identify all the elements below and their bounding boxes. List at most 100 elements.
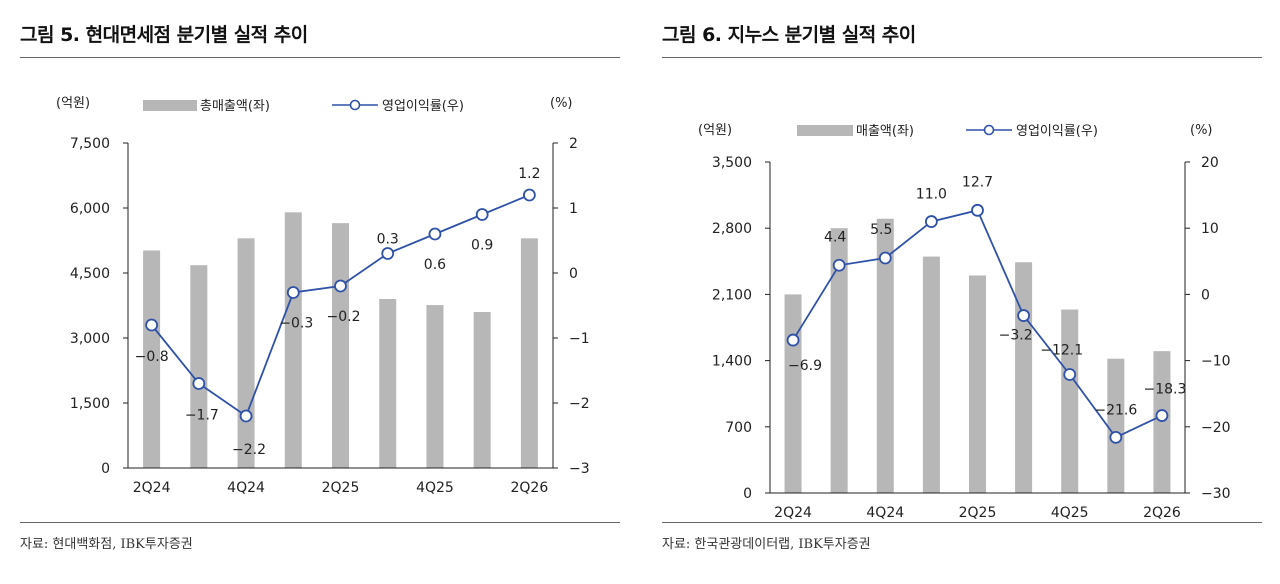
y-right-tick: 20: [1201, 155, 1219, 171]
line-point: [192, 377, 206, 390]
source-note: 자료: 한국관광데이터랩, IBK투자증권: [662, 537, 871, 552]
source-rule: [662, 522, 1262, 523]
data-label: 0.6: [424, 257, 446, 273]
data-label: 5.5: [870, 222, 892, 238]
line-point: [1017, 309, 1031, 322]
x-tick: 4Q24: [866, 505, 904, 521]
x-tick: 2Q25: [959, 505, 997, 521]
y-right-tick: 0: [1201, 287, 1210, 303]
y-right-tick: 10: [1201, 221, 1219, 237]
figure-title: 그림 6. 지누스 분기별 실적 추이: [662, 24, 916, 46]
x-tick: 4Q25: [1051, 505, 1089, 521]
legend-bar-swatch: [797, 125, 853, 136]
legend-marker: [983, 124, 995, 136]
title-rule: [662, 57, 1262, 58]
y-left-unit: (억원): [56, 96, 90, 111]
data-label: −0.2: [327, 309, 361, 325]
line-point: [1063, 368, 1077, 381]
line-point: [522, 188, 536, 202]
data-label: −3.2: [999, 328, 1033, 344]
bar: [237, 238, 255, 468]
data-label: −18.3: [1143, 382, 1186, 398]
bar: [332, 223, 349, 468]
y-right-tick: −3: [569, 461, 590, 477]
chart-panel-hyundai-duty-free: 그림 5. 현대면세점 분기별 실적 추이 (억원) (%) 총매출액(좌) 영…: [20, 0, 640, 584]
y-right-unit: (%): [1190, 123, 1213, 138]
combo-chart: (억원) (%) 매출액(좌) 영업이익률(우) −6.9 4.4 5.5 11.0 1…: [698, 123, 1231, 521]
data-label: 11.0: [916, 187, 947, 203]
y-left-tick: 2,100: [712, 287, 752, 303]
bar: [520, 238, 538, 468]
line-point: [145, 318, 159, 332]
x-tick: 4Q24: [227, 480, 265, 496]
data-label: −21.6: [1094, 402, 1137, 418]
data-label: 4.4: [824, 229, 846, 245]
bar: [1061, 309, 1079, 493]
data-label: 0.3: [377, 232, 399, 248]
bar: [284, 212, 302, 468]
source-note: 자료: 현대백화점, IBK투자증권: [20, 537, 193, 552]
x-tick: 2Q26: [511, 480, 549, 496]
y-left-tick: 7,500: [70, 136, 110, 152]
y-right-tick: −20: [1201, 420, 1231, 436]
bar: [1015, 262, 1033, 493]
bar: [969, 275, 986, 493]
line-point: [428, 227, 442, 241]
bar: [830, 228, 848, 493]
line-point: [832, 258, 846, 272]
bar: [426, 305, 444, 468]
y-left-tick: 0: [101, 461, 110, 477]
bar: [143, 250, 161, 468]
data-label: −1.7: [185, 408, 219, 424]
bar: [1107, 358, 1125, 493]
plot-area: −6.9 4.4 5.5 11.0 12.7 −3.2 −12.1 −21.6 −18.3: [765, 161, 1190, 494]
x-tick: 2Q26: [1143, 505, 1181, 521]
legend-bar-swatch: [143, 100, 197, 111]
data-label: 0.9: [471, 238, 493, 254]
y-right-unit: (%): [550, 96, 573, 111]
y-left-tick: 3,000: [70, 331, 110, 347]
source-rule: [20, 522, 620, 523]
line-point: [1109, 430, 1123, 444]
y-right-tick: −30: [1201, 486, 1231, 502]
y-left-tick: 2,800: [712, 221, 752, 237]
line-point: [475, 208, 489, 221]
x-tick: 2Q25: [322, 480, 360, 496]
data-label: −6.9: [788, 358, 822, 374]
y-right-tick: 0: [569, 266, 578, 282]
x-tick: 4Q25: [416, 480, 454, 496]
line-point: [971, 203, 984, 217]
bar: [922, 256, 940, 493]
legend-bar-label: 총매출액(좌): [200, 99, 270, 114]
bar: [190, 265, 208, 468]
data-label: −0.3: [279, 316, 313, 332]
combo-chart: (억원) (%) 총매출액(좌) 영업이익률(우) −0.8 −1.7 −2.2 −0…: [56, 96, 590, 496]
line-point: [878, 251, 892, 265]
y-left-tick: 0: [743, 486, 752, 502]
bar: [473, 312, 491, 468]
y-right-tick: −1: [569, 331, 590, 347]
y-right-tick: 1: [569, 201, 578, 217]
data-label: 1.2: [518, 166, 540, 182]
data-label: −12.1: [1040, 343, 1083, 359]
data-label: −2.2: [232, 442, 266, 458]
line-point: [334, 279, 347, 293]
bar: [876, 218, 894, 493]
line-point: [924, 215, 938, 228]
legend-bar-label: 매출액(좌): [856, 124, 914, 139]
bar: [1153, 351, 1171, 493]
line-point: [239, 409, 253, 423]
tick-labels: 7,500 6,000 4,500 3,000 1,500 0 2 1 0 −1…: [70, 136, 590, 496]
tick-labels: 3,500 2,800 2,100 1,400 700 0 20 10 0 −1…: [712, 155, 1231, 521]
y-right-tick: −10: [1201, 354, 1231, 370]
y-right-tick: 2: [569, 136, 578, 152]
line-point: [786, 333, 800, 347]
bar: [784, 294, 802, 493]
data-label: 12.7: [962, 174, 993, 190]
legend-line-label: 영업이익률(우): [382, 99, 464, 114]
legend-line-label: 영업이익률(우): [1016, 124, 1098, 139]
bar: [379, 299, 397, 468]
y-left-tick: 3,500: [712, 155, 752, 171]
x-tick: 2Q24: [133, 480, 171, 496]
data-label: −0.8: [135, 349, 169, 365]
